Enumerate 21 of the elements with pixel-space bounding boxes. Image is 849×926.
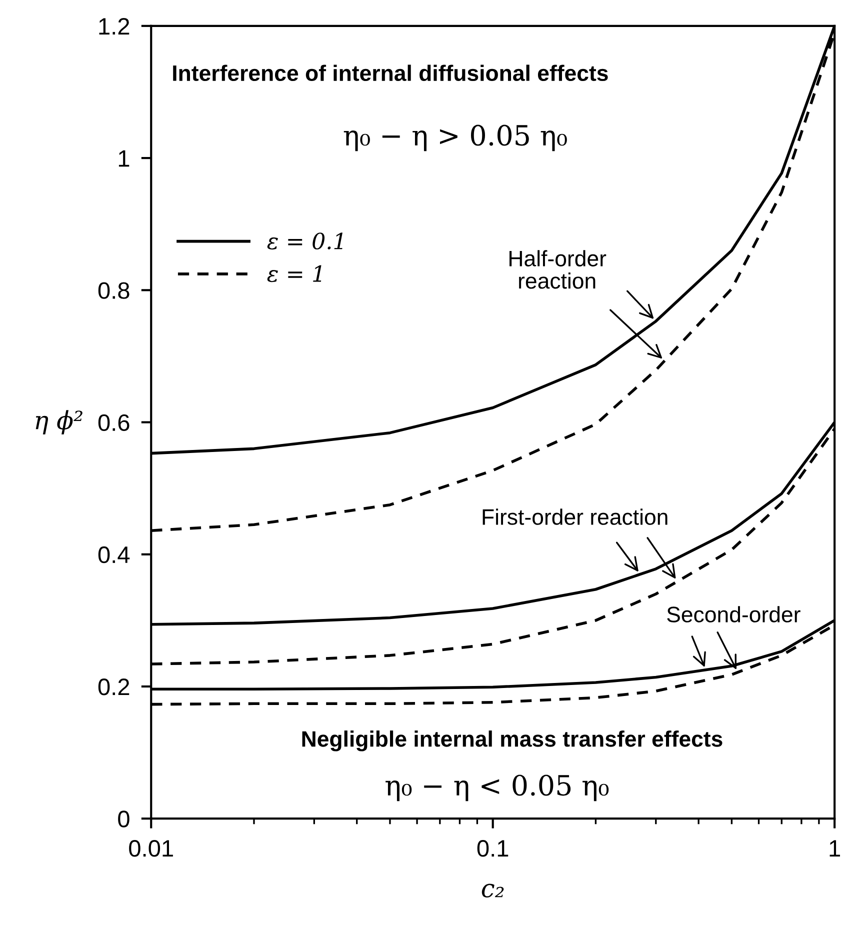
y-tick-label: 0.6 (98, 414, 130, 432)
x-tick-label: 1 (830, 840, 840, 857)
annotation: η₀ − η < 0.05 η₀ (386, 774, 609, 802)
annotation: Half-order reaction (510, 250, 606, 289)
legend-label: ε = 0.1 (267, 232, 342, 250)
y-tick-label: 0.8 (98, 282, 130, 299)
annotation: First-order reaction (482, 508, 668, 525)
legend-label: ε = 1 (267, 265, 322, 282)
annotation: Second-order (667, 606, 800, 622)
y-tick-label: 0.2 (98, 678, 130, 696)
x-tick-label: 0.01 (129, 840, 173, 857)
annotation: Negligible internal mass transfer effects (302, 730, 722, 752)
annotation: Interference of internal diffusional effects (173, 64, 608, 82)
y-tick-label: 0.4 (98, 546, 130, 564)
y-tick-label: 1 (118, 150, 130, 167)
y-tick-label: 0 (118, 810, 130, 828)
x-axis-title: c₂ (482, 884, 504, 898)
y-tick-label: 1.2 (99, 18, 130, 34)
annotation: η₀ − η > 0.05 η₀ (344, 124, 567, 152)
x-tick-label: 0.1 (477, 840, 508, 857)
y-axis-title: η ϕ² (36, 410, 82, 434)
